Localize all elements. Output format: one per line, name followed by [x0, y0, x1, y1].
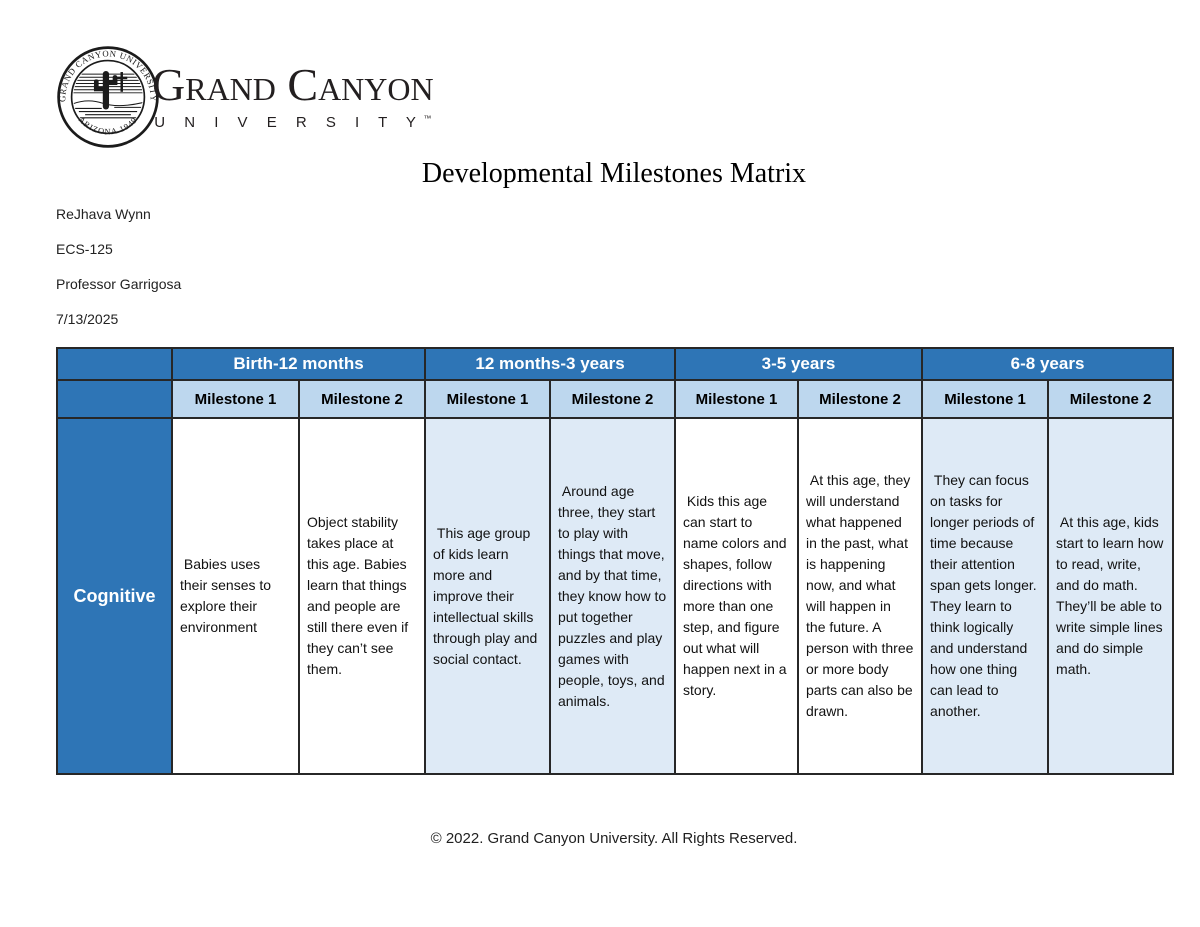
milestone-header-68y-2: Milestone 2 — [1047, 379, 1175, 419]
cell-35y-milestone1: Kids this age can start to name colors a… — [674, 417, 800, 775]
table-corner-cell-2 — [56, 379, 173, 419]
milestone-header-birth12-1: Milestone 1 — [171, 379, 300, 419]
age-header-12-months-3-years: 12 months-3 years — [423, 347, 677, 381]
course-line: ECS-125 — [56, 241, 113, 257]
row-label-cognitive: Cognitive — [56, 417, 173, 775]
cognitive-row: Cognitive Babies uses their senses to ex… — [56, 417, 1175, 775]
cell-35y-milestone2: At this age, they will understand what h… — [797, 417, 924, 775]
age-header-birth-12-months: Birth-12 months — [171, 347, 426, 381]
gcu-logo: GRAND CANYON UNIVERSITY ARIZONA 1949 — [56, 45, 1172, 149]
cross-icon — [116, 72, 128, 92]
cell-12m3y-milestone1: This age group of kids learn more and im… — [424, 417, 551, 775]
logo-name-text: Grand Canyon — [152, 58, 434, 110]
age-header-row: Birth-12 months 12 months-3 years 3-5 ye… — [56, 347, 1175, 381]
logo-wordmark: Grand Canyon U N I V E R S I T Y™ — [152, 58, 434, 133]
cactus-icon — [93, 71, 118, 110]
milestone-header-12m3y-1: Milestone 1 — [424, 379, 551, 419]
milestone-header-35y-2: Milestone 2 — [797, 379, 924, 419]
table-corner-cell — [56, 347, 173, 381]
cell-birth12-milestone2: Object stability takes place at this age… — [298, 417, 426, 775]
page-title: Developmental Milestones Matrix — [421, 158, 807, 189]
cell-12m3y-milestone2: Around age three, they start to play wit… — [548, 417, 677, 775]
document-meta: ReJhava Wynn ECS-125 Professor Garrigosa… — [56, 207, 1172, 327]
milestone-header-row: Milestone 1 Milestone 2 Milestone 1 Mile… — [56, 379, 1175, 419]
milestone-header-35y-1: Milestone 1 — [674, 379, 800, 419]
copyright-footer: © 2022. Grand Canyon University. All Rig… — [430, 830, 798, 847]
cell-birth12-milestone1: Babies uses their senses to explore thei… — [171, 417, 300, 775]
milestone-header-68y-1: Milestone 1 — [921, 379, 1050, 419]
date-line: 7/13/2025 — [56, 311, 119, 327]
seal-desert-scene — [73, 71, 143, 119]
milestones-table: Birth-12 months 12 months-3 years 3-5 ye… — [56, 347, 1175, 775]
trademark-symbol: ™ — [423, 113, 432, 123]
author-line: ReJhava Wynn — [56, 206, 151, 222]
age-header-6-8-years: 6-8 years — [921, 347, 1175, 381]
age-header-3-5-years: 3-5 years — [674, 347, 924, 381]
logo-university-letters: U N I V E R S I T Y — [154, 113, 424, 131]
milestone-header-birth12-2: Milestone 2 — [298, 379, 426, 419]
milestone-header-12m3y-2: Milestone 2 — [548, 379, 677, 419]
cell-68y-milestone1: They can focus on tasks for longer perio… — [921, 417, 1050, 775]
cell-68y-milestone2: At this age, kids start to learn how to … — [1047, 417, 1175, 775]
logo-university-text: U N I V E R S I T Y™ — [154, 109, 431, 133]
instructor-line: Professor Garrigosa — [56, 276, 182, 292]
gcu-seal-icon: GRAND CANYON UNIVERSITY ARIZONA 1949 — [57, 46, 159, 148]
